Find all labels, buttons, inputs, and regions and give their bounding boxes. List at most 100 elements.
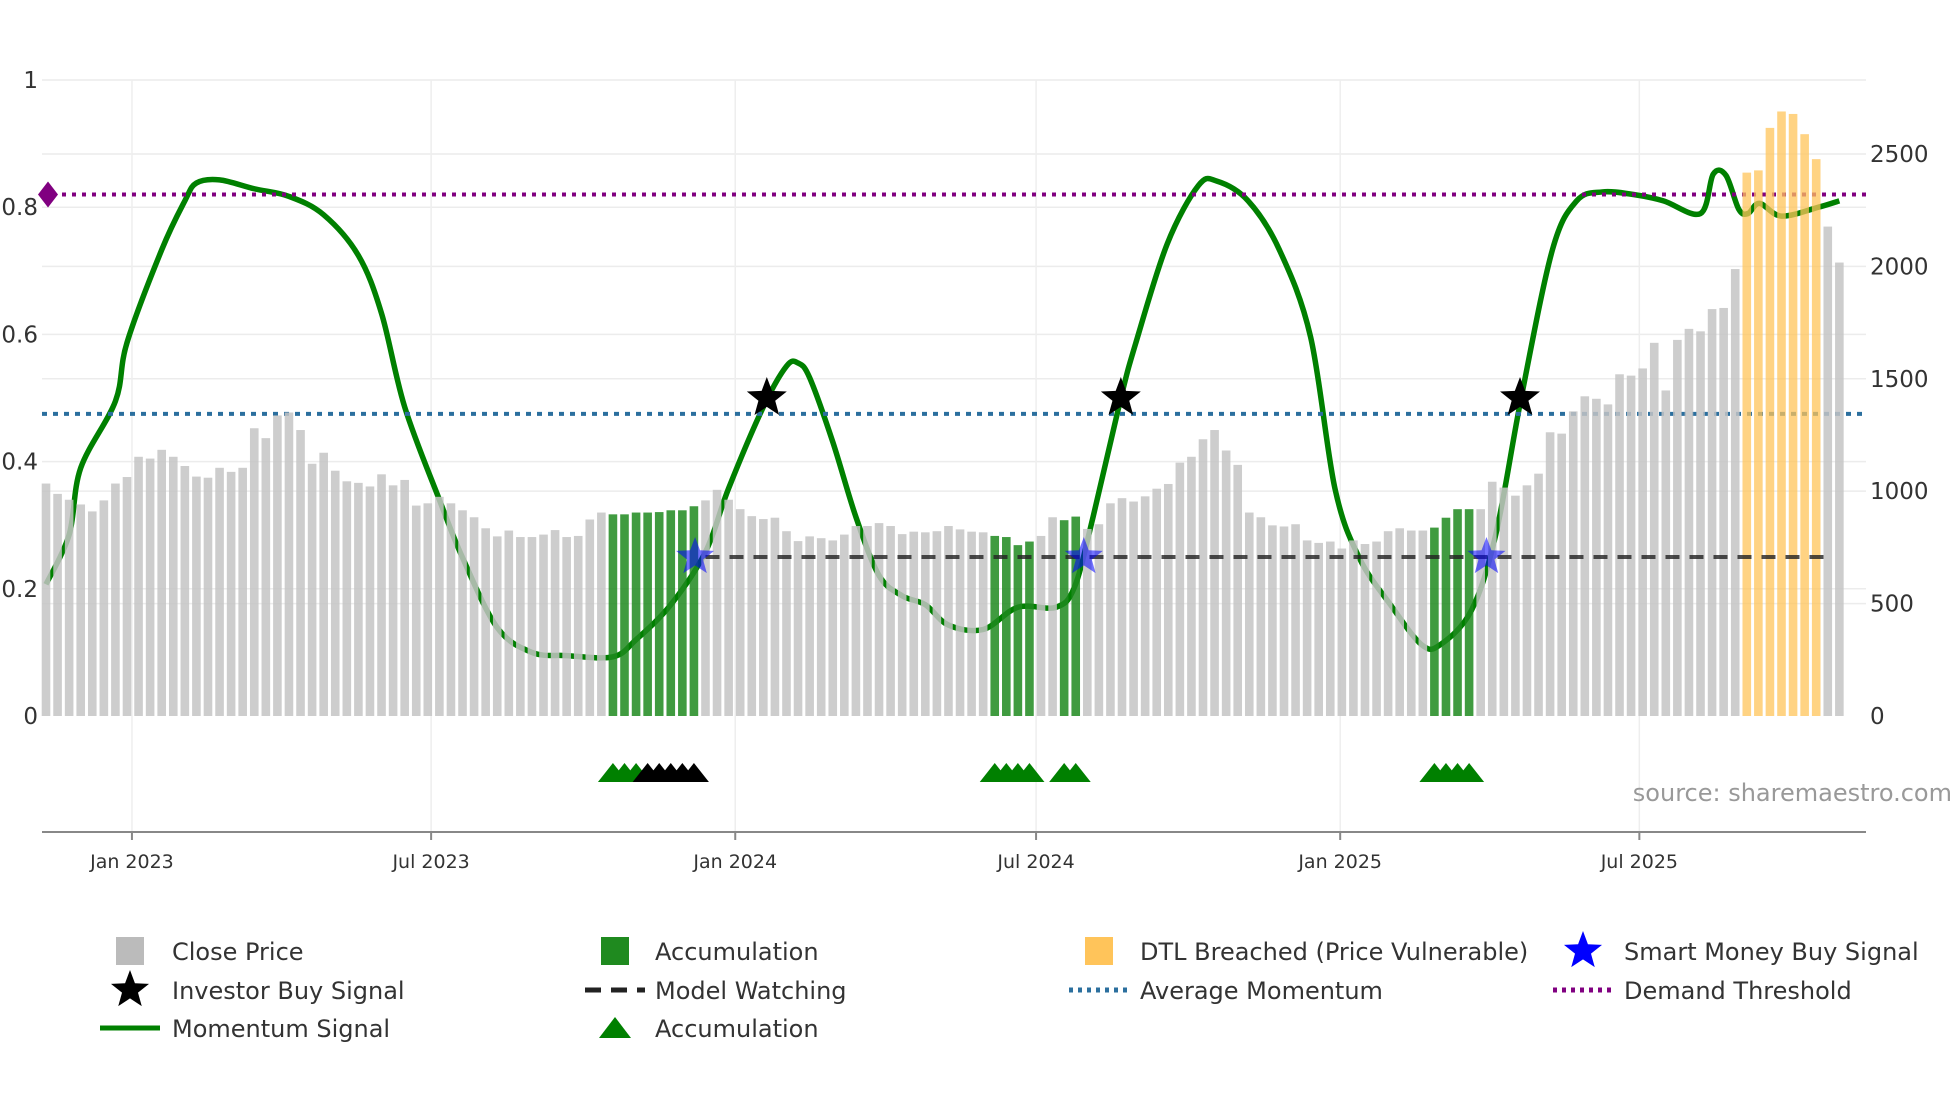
- close-price-bar: [840, 534, 849, 716]
- close-price-bar: [759, 519, 768, 716]
- close-price-bar: [53, 493, 62, 716]
- accumulation-bar: [654, 512, 664, 716]
- close-price-bar: [330, 470, 340, 716]
- close-price-bar: [296, 430, 305, 716]
- close-price-bar: [562, 537, 571, 716]
- close-price-bar: [874, 523, 884, 716]
- close-price-bar: [1106, 503, 1115, 716]
- close-price-bar: [1163, 483, 1173, 716]
- close-price-bar: [1256, 517, 1266, 716]
- close-price-bar: [1198, 439, 1208, 716]
- blue-star-icon: [1563, 931, 1603, 968]
- green-triangle-icon: [599, 1017, 631, 1038]
- close-price-bar: [1337, 548, 1347, 716]
- close-price-bar: [145, 458, 155, 716]
- close-price-bar: [284, 412, 294, 716]
- close-price-bar: [527, 537, 537, 716]
- close-price-bar: [76, 504, 86, 716]
- close-price-bar: [747, 516, 757, 716]
- close-price-bar: [354, 482, 363, 716]
- close-price-bar: [1568, 411, 1578, 716]
- close-price-bar: [423, 503, 433, 716]
- close-price-bar: [978, 532, 988, 716]
- close-price-bar: [458, 510, 467, 716]
- close-price-bar: [1487, 481, 1497, 716]
- accumulation-bar: [1059, 520, 1069, 716]
- y-left-tick-label: 0: [23, 704, 38, 730]
- legend-label: Model Watching: [655, 977, 847, 1005]
- close-price-bar: [1395, 528, 1404, 716]
- smart-money-star-icon: [1467, 537, 1506, 574]
- accumulation-bar: [1071, 516, 1081, 716]
- close-price-bar: [1372, 541, 1381, 716]
- close-price-bar: [967, 531, 976, 716]
- close-price-bar: [1534, 473, 1543, 716]
- close-price-bar: [1545, 432, 1555, 716]
- axes: Jan 2023 Jul 2023 Jan 2024 Jul 2024 Jan 2025…: [1, 68, 1928, 873]
- threshold-lines: [38, 181, 1866, 416]
- close-price-bar: [550, 530, 560, 716]
- close-price-bar: [1719, 307, 1728, 716]
- legend-item: Average Momentum: [1069, 977, 1383, 1005]
- close-price-bar: [828, 540, 838, 716]
- legend-label: Average Momentum: [1140, 977, 1383, 1005]
- black-star-icon: [110, 970, 150, 1007]
- legend: Close Price Accumulation DTL Breached (Pri…: [100, 931, 1919, 1043]
- close-price-bar: [932, 531, 942, 716]
- close-price-bar: [863, 526, 872, 716]
- close-price-bar: [1580, 396, 1590, 716]
- close-price-bar: [1244, 512, 1254, 716]
- legend-item: Momentum Signal: [100, 1015, 390, 1043]
- demand-threshold-diamond-icon: [38, 181, 58, 208]
- legend-label: Demand Threshold: [1624, 977, 1852, 1005]
- close-price-bar: [1210, 430, 1219, 716]
- close-price-bar: [851, 526, 861, 716]
- close-price-bar: [122, 477, 132, 716]
- x-tick-label: Jul 2023: [391, 851, 469, 873]
- close-price-bar: [1476, 509, 1485, 716]
- close-price-bar: [1152, 488, 1162, 716]
- close-price-bar: [1649, 342, 1659, 716]
- close-price-bar: [273, 415, 282, 716]
- close-price-bar: [192, 476, 201, 716]
- close-price-bar: [1221, 450, 1231, 716]
- close-price-bar: [701, 500, 710, 716]
- legend-item: Close Price: [116, 937, 304, 966]
- dtl-breached-bar: [1765, 127, 1775, 716]
- close-price-bar: [1140, 496, 1150, 716]
- legend-label: DTL Breached (Price Vulnerable): [1140, 938, 1528, 966]
- accumulation-bar: [1025, 541, 1034, 716]
- close-price-bar: [238, 467, 247, 716]
- close-price-bar: [1638, 368, 1647, 716]
- close-price-bar: [782, 531, 791, 716]
- close-price-bar: [180, 466, 190, 716]
- close-price-bar: [1684, 328, 1694, 716]
- close-price-bar: [226, 471, 236, 716]
- accumulation-bar: [1013, 545, 1023, 716]
- close-price-bar: [816, 538, 826, 716]
- close-price-bar: [249, 428, 259, 716]
- close-price-bar: [1129, 501, 1138, 716]
- accumulation-bar: [678, 510, 687, 716]
- close-price-bar: [469, 517, 479, 716]
- dtl-breached-bar: [1811, 159, 1821, 717]
- close-price-bar: [1233, 464, 1243, 716]
- y-right-tick-label: 1000: [1870, 479, 1929, 505]
- close-price-bar: [1302, 540, 1312, 716]
- close-price-bar: [388, 485, 398, 716]
- legend-item: Accumulation: [601, 937, 819, 966]
- gray-square-icon: [116, 937, 144, 965]
- close-price-bar: [597, 512, 606, 716]
- dtl-breached-bar: [1788, 113, 1798, 717]
- close-price-bar: [1094, 524, 1104, 716]
- close-price-bar: [446, 503, 456, 716]
- dtl-breached-bar: [1777, 111, 1786, 717]
- close-price-bar: [365, 486, 375, 716]
- close-price-bar: [516, 537, 525, 716]
- close-price-bar: [481, 528, 490, 716]
- y-left-tick-label: 0.2: [1, 577, 38, 603]
- close-price-bar: [712, 489, 722, 716]
- close-price-bar: [1835, 262, 1844, 716]
- close-price-bar: [111, 483, 120, 716]
